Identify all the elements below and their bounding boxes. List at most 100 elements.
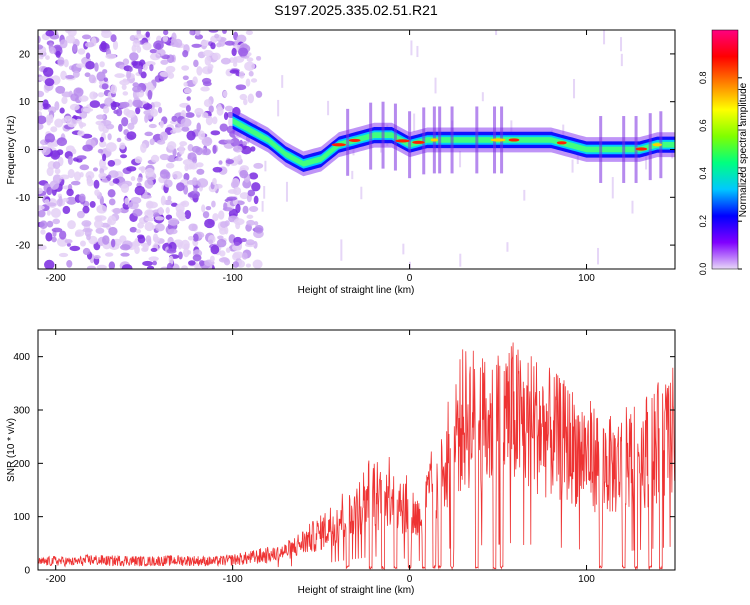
noise-blob xyxy=(242,205,249,214)
noise-blob xyxy=(212,52,221,61)
noise-blob xyxy=(76,155,87,160)
noise-blob xyxy=(192,76,198,85)
noise-blob xyxy=(82,144,93,152)
noise-blob xyxy=(207,64,214,70)
noise-blob xyxy=(239,93,248,101)
noise-blob xyxy=(54,118,64,128)
noise-blob xyxy=(147,89,153,100)
noise-blob xyxy=(150,247,158,252)
noise-blob xyxy=(45,30,55,37)
noise-blob xyxy=(154,216,165,221)
noise-blob xyxy=(105,53,117,60)
faint-streak xyxy=(631,200,634,214)
noise-blob xyxy=(214,33,220,39)
noise-blob xyxy=(132,99,143,108)
noise-blob xyxy=(181,65,190,71)
noise-blob xyxy=(59,107,65,114)
noise-blob xyxy=(129,52,139,61)
colorbar-tick-label: 0.8 xyxy=(698,72,708,85)
faint-streak xyxy=(495,30,498,36)
noise-blob xyxy=(165,171,171,180)
noise-blob xyxy=(183,87,192,94)
noise-blob xyxy=(106,174,112,181)
snr-line-layer xyxy=(38,342,675,570)
noise-blob xyxy=(246,57,254,62)
noise-blob xyxy=(233,186,242,196)
noise-blob xyxy=(184,164,189,172)
noise-blob xyxy=(95,215,107,221)
noise-blob xyxy=(45,55,50,60)
noise-blob xyxy=(204,55,212,66)
ridge-hotspot xyxy=(412,140,425,144)
noise-blob xyxy=(247,93,255,104)
noise-blob xyxy=(222,30,227,34)
noise-blob xyxy=(38,90,45,98)
noise-blob xyxy=(38,244,47,251)
noise-blob xyxy=(110,34,117,43)
spectral-streak xyxy=(622,116,626,183)
noise-blob xyxy=(172,127,183,133)
faint-streak xyxy=(410,40,413,56)
spectrogram-ytick-label: -20 xyxy=(16,241,31,252)
noise-blob xyxy=(110,101,121,108)
noise-blob xyxy=(144,167,155,177)
noise-blob xyxy=(140,165,146,174)
noise-blob xyxy=(81,34,92,40)
noise-blob xyxy=(134,245,140,255)
noise-blob xyxy=(205,115,214,126)
noise-blob xyxy=(242,141,248,146)
noise-blob xyxy=(192,254,202,262)
noise-blob xyxy=(52,218,61,225)
noise-blob xyxy=(69,103,80,111)
noise-blob xyxy=(61,91,72,98)
faint-streak xyxy=(571,159,574,173)
noise-blob xyxy=(38,146,43,152)
noise-blob xyxy=(107,133,112,141)
noise-blob xyxy=(96,204,108,214)
figure-title: S197.2025.335.02.51.R21 xyxy=(274,2,438,18)
spectrogram-xtick-label: -200 xyxy=(46,273,66,284)
noise-blob xyxy=(119,244,131,251)
noise-blob xyxy=(224,220,230,227)
noise-blob xyxy=(59,230,67,240)
noise-blob xyxy=(42,99,49,109)
noise-blob xyxy=(201,136,213,147)
noise-blob xyxy=(149,52,161,61)
noise-blob xyxy=(132,82,139,88)
noise-blob xyxy=(142,103,153,110)
noise-blob xyxy=(70,180,81,186)
faint-streak xyxy=(351,170,354,180)
noise-blob xyxy=(218,257,230,263)
noise-blob xyxy=(245,239,255,246)
noise-blob xyxy=(218,210,225,220)
noise-blob xyxy=(67,168,75,179)
noise-blob xyxy=(232,61,238,67)
noise-blob xyxy=(79,240,86,247)
noise-blob xyxy=(89,200,96,208)
noise-blob xyxy=(38,210,46,218)
noise-blob xyxy=(250,78,258,83)
noise-blob xyxy=(122,91,129,96)
faint-streak xyxy=(327,100,330,116)
spectrogram-xtick-label: 0 xyxy=(407,273,413,284)
noise-blob xyxy=(134,185,146,196)
noise-blob xyxy=(40,229,46,235)
noise-blob xyxy=(50,207,62,218)
noise-blob xyxy=(126,166,137,172)
noise-blob xyxy=(50,150,61,160)
noise-blob xyxy=(107,160,116,167)
noise-blob xyxy=(137,222,145,229)
snr-series-line xyxy=(38,342,675,570)
ridge-hotspot xyxy=(652,143,663,147)
noise-blob xyxy=(235,84,247,91)
faint-streak xyxy=(340,239,343,261)
noise-blob xyxy=(210,130,221,136)
snr-frame xyxy=(37,329,676,571)
faint-streak xyxy=(611,177,614,199)
noise-blob xyxy=(108,226,118,236)
noise-blob xyxy=(129,226,137,233)
noise-blob xyxy=(203,99,212,108)
faint-streak xyxy=(573,78,576,99)
noise-blob xyxy=(241,252,248,260)
